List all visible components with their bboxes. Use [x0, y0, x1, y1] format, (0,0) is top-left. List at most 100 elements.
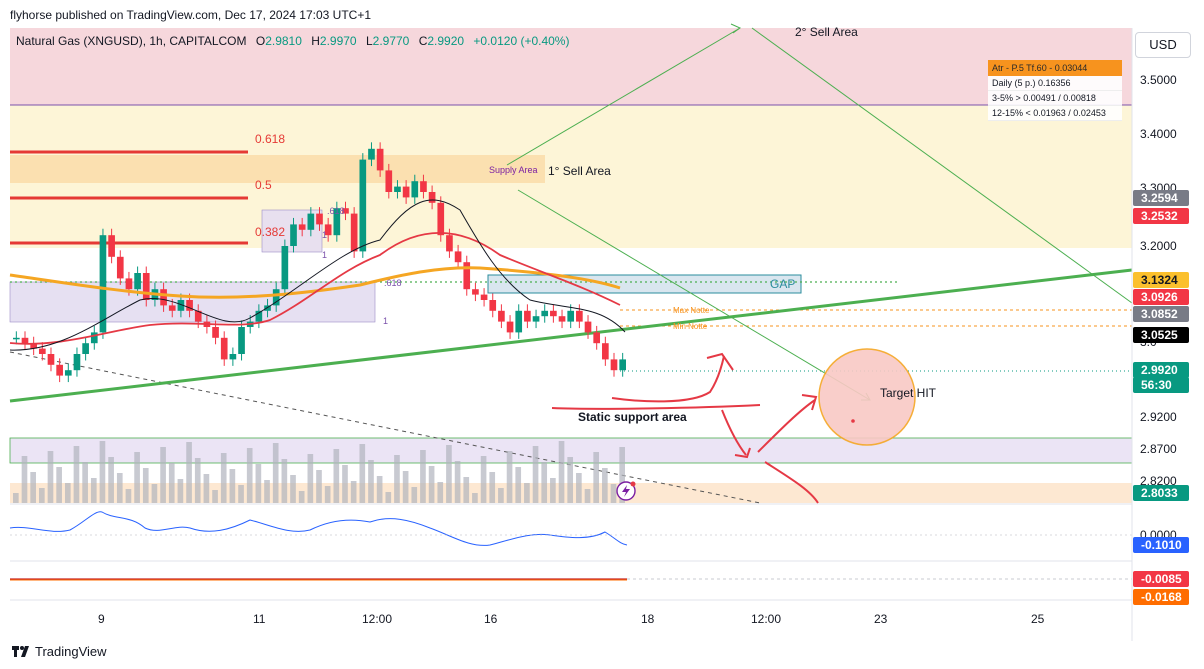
price-tag: [1133, 571, 1189, 587]
candle-body: [21, 337, 29, 344]
price-tag-label: 3.0926: [1141, 290, 1178, 304]
candle-body: [281, 246, 289, 290]
volume-bar: [515, 467, 522, 503]
price-tag-label: 3.0525: [1141, 328, 1178, 342]
candle-body: [30, 343, 37, 349]
volume-bar: [584, 489, 591, 503]
price-tag-label: 2.8033: [1141, 486, 1178, 500]
candle-body: [584, 321, 592, 333]
candle-body: [272, 289, 280, 306]
price-chart[interactable]: 2° Sell Area 1° Sell Area Supply Area GA…: [0, 0, 1204, 641]
volume-bar: [212, 490, 218, 503]
candle-body: [593, 332, 601, 344]
candle-body: [515, 310, 523, 333]
price-tag-label: 3.2532: [1141, 209, 1178, 223]
time-label-9: 9: [98, 612, 105, 626]
candle-body: [125, 278, 133, 290]
candle-body: [385, 170, 393, 192]
upper-sell-zone: [10, 28, 1132, 105]
volume-bar: [238, 485, 244, 503]
volume-bar: [246, 448, 253, 503]
volume-bar: [333, 449, 340, 503]
volume-bar: [394, 455, 400, 503]
candle-body: [90, 332, 98, 344]
candle-body: [420, 181, 427, 192]
candle-body: [342, 208, 349, 214]
sell-area-1-label: 1° Sell Area: [548, 164, 611, 178]
volume-bar: [541, 462, 548, 503]
target-circle: [818, 348, 916, 446]
volume-bar: [558, 441, 565, 503]
symbol-name: Natural Gas (XNGUSD), 1h, CAPITALCOM: [16, 34, 247, 48]
volume-bar: [342, 465, 348, 503]
candle-body: [541, 310, 549, 317]
symbol-legend: Natural Gas (XNGUSD), 1h, CAPITALCOM O2.…: [16, 34, 570, 48]
candle-body: [108, 235, 115, 257]
time-label-16: 16: [484, 612, 498, 626]
candle-body: [64, 370, 72, 376]
volume-bar: [160, 447, 166, 503]
volume-bar: [255, 464, 262, 503]
ma-red: [9, 231, 621, 345]
candle-body: [619, 359, 626, 371]
price-tag: [1133, 377, 1189, 393]
volume-bar: [472, 493, 478, 503]
volume-bar: [38, 488, 45, 503]
publish-header: flyhorse published on TradingView.com, D…: [0, 0, 1204, 28]
publish-line: flyhorse published on TradingView.com, D…: [10, 8, 371, 22]
brand-name: TradingView: [35, 644, 107, 659]
volume-bar: [73, 446, 80, 503]
candle-body: [567, 310, 575, 322]
candle-body: [359, 159, 367, 252]
volume-bar: [428, 466, 435, 503]
price-tag-label: -0.0085: [1141, 572, 1182, 586]
candle-body: [463, 262, 471, 290]
volume-bar: [99, 441, 106, 503]
volume-bar: [90, 478, 97, 503]
tick-2920: 2.9200: [1140, 410, 1177, 424]
volume-bar: [567, 457, 574, 503]
target-hit-label: Target HIT: [880, 386, 937, 400]
volume-bar: [151, 484, 158, 503]
price-tag-label: -0.1010: [1141, 538, 1182, 552]
candle-body: [38, 348, 46, 354]
tick-2820: 2.8200: [1140, 474, 1177, 488]
price-tag-label: 3.0852: [1141, 307, 1178, 321]
ma-orange: [9, 266, 621, 299]
currency-button[interactable]: USD: [1135, 32, 1191, 58]
fib-0618-label: 0.618: [255, 132, 285, 146]
candle-body: [489, 300, 497, 311]
candle-body: [47, 354, 55, 365]
candle-body: [411, 181, 419, 198]
change-value: +0.0120 (+0.40%): [473, 34, 570, 48]
candle-body: [82, 343, 89, 354]
volume-bar: [368, 460, 374, 503]
price-tag-label: 3.1324: [1141, 273, 1178, 287]
atr-panel: Atr - P.5 Tf.60 - 0.03044 Daily (5 p.) 0…: [988, 60, 1122, 121]
ma-black: [9, 199, 626, 351]
time-label-1200b: 12:00: [751, 612, 781, 626]
volume-bar: [64, 483, 71, 503]
volume-bar: [186, 442, 192, 503]
volume-bar: [593, 452, 600, 503]
price-tag: [1133, 306, 1189, 322]
volume-bar: [602, 468, 608, 503]
volume-bar: [532, 446, 539, 503]
close-value: 2.9920: [427, 34, 465, 48]
fib-05-label: 0.5: [255, 178, 272, 192]
volume-bar: [307, 454, 314, 503]
tradingview-logo[interactable]: TradingView: [12, 644, 107, 659]
small-1a-label: 1: [322, 230, 327, 240]
candle-body: [472, 289, 479, 295]
atr-row: 12-15% < 0.01963 / 0.02453: [988, 106, 1122, 121]
volume-bar: [489, 472, 496, 503]
candle-body: [56, 364, 63, 376]
lightning-icon[interactable]: [616, 481, 636, 501]
candle-body: [532, 316, 540, 322]
min-notte-label: Min Notte: [673, 322, 708, 331]
volume-bar: [359, 444, 366, 503]
candle-body: [238, 327, 245, 354]
volume-bar: [56, 467, 62, 503]
price-tag-label: -0.0168: [1141, 590, 1182, 604]
volume-bar: [125, 489, 132, 503]
